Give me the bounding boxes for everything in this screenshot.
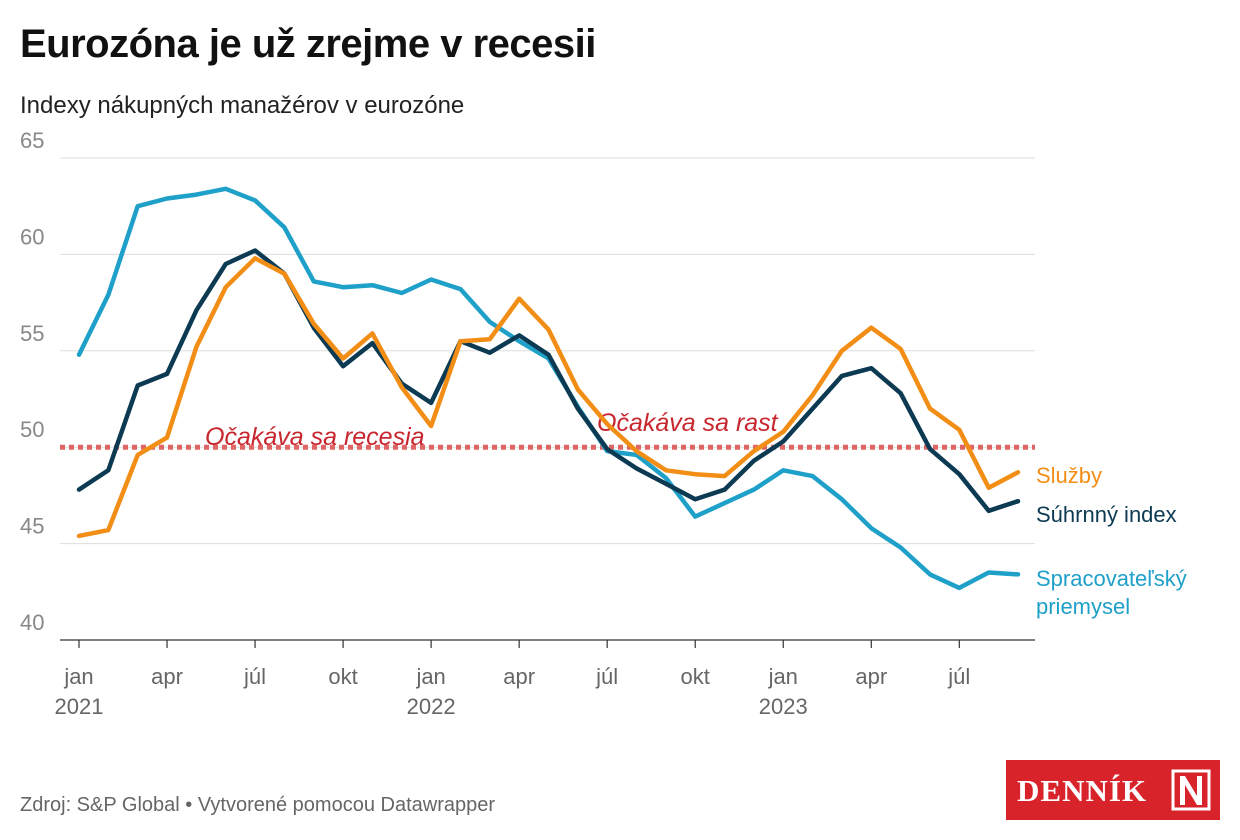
growth-label: Očakáva sa rast: [597, 409, 779, 437]
x-tick-label: júl: [947, 664, 970, 689]
series-labels: Spracovateľský priemysel Súhrnný index Služ…: [1036, 463, 1187, 619]
x-tick-label: apr: [503, 664, 535, 689]
y-tick-label: 50: [20, 417, 44, 442]
svg-text:DENNÍK: DENNÍK: [1017, 773, 1147, 808]
series-label-line: priemysel: [1036, 594, 1130, 619]
series-label-line: Súhrnný index: [1036, 502, 1177, 527]
source-note: Zdroj: S&P Global • Vytvorené pomocou Da…: [20, 794, 496, 816]
x-tick-year-label: 2022: [407, 694, 456, 719]
series-lines: [76, 186, 1021, 591]
grid: [60, 157, 1035, 641]
reference-line-group: Očakáva sa recesia Očakáva sa rast: [60, 409, 1035, 451]
y-tick-label: 45: [20, 514, 44, 539]
y-tick-label: 60: [20, 224, 44, 249]
x-tick-label: júl: [243, 664, 266, 689]
x-tick-year-label: 2023: [759, 694, 808, 719]
recession-label: Očakáva sa recesia: [205, 423, 425, 451]
x-tick-label: apr: [151, 664, 183, 689]
x-tick-label: okt: [328, 664, 357, 689]
x-axis: jan 2021 apr júl okt jan 2022 apr júl okt jan 2023 a…: [55, 640, 970, 719]
y-tick-label: 65: [20, 128, 44, 153]
x-tick-label: jan: [768, 664, 798, 689]
series-label-line: Služby: [1036, 463, 1102, 488]
x-tick-label: okt: [681, 664, 710, 689]
y-tick-label: 55: [20, 321, 44, 346]
x-tick-label: jan: [63, 664, 93, 689]
x-tick-label: júl: [595, 664, 618, 689]
y-tick-label: 40: [20, 610, 44, 635]
y-axis: 40 45 50 55 60 65: [20, 128, 44, 635]
x-tick-year-label: 2021: [55, 694, 104, 719]
x-tick-label: apr: [855, 664, 887, 689]
x-tick-label: jan: [415, 664, 445, 689]
series-label: Spracovateľský priemysel: [1036, 566, 1187, 619]
series-line-spracovateľský-priemysel: [76, 186, 1021, 591]
series-line-súhrnný-index: [76, 248, 1021, 514]
chart-subtitle: Indexy nákupných manažérov v eurozóne: [20, 92, 465, 119]
dennik-n-logo: DENNÍK: [1006, 760, 1220, 820]
chart-title: Eurozóna je už zrejme v recesii: [20, 22, 596, 66]
series-line-služby: [76, 256, 1021, 539]
series-label-line: Spracovateľský: [1036, 566, 1187, 591]
series-label: Služby: [1036, 463, 1102, 488]
series-label: Súhrnný index: [1036, 502, 1177, 527]
